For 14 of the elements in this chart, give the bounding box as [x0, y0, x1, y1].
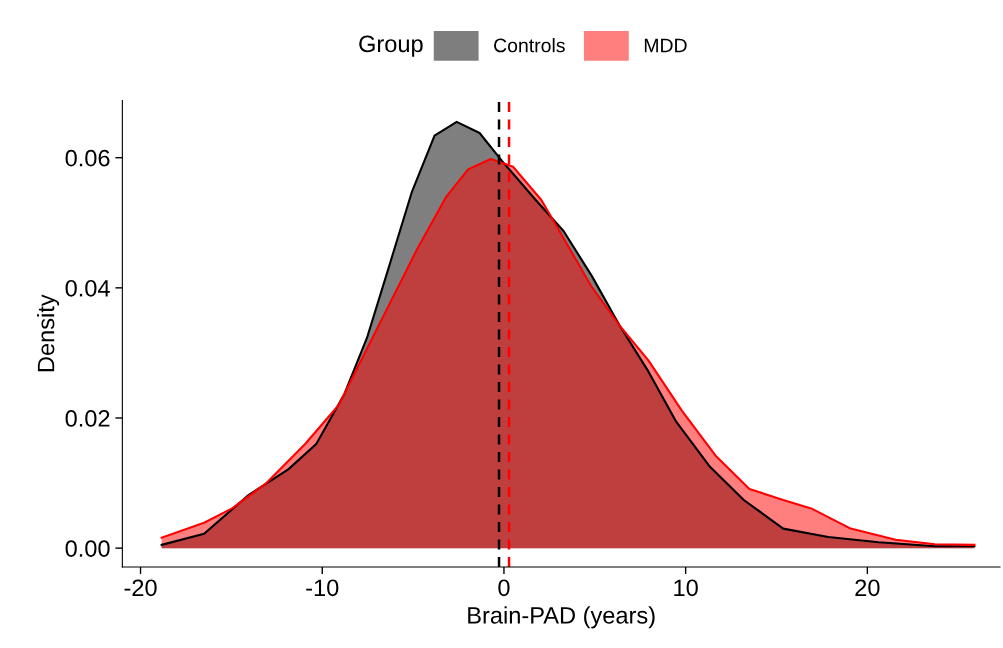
- y-tick-label: 0.06: [65, 149, 110, 167]
- y-tick-label: 0.02: [65, 410, 110, 427]
- y-tick-label: 0.00: [65, 540, 110, 557]
- x-tick-label: 20: [855, 579, 880, 597]
- legend-label: Controls: [494, 38, 565, 53]
- legend-title: Group: [359, 35, 423, 57]
- x-tick-label: 10: [674, 579, 698, 597]
- x-tick-label: -10: [306, 579, 339, 597]
- y-axis-title: Density: [37, 294, 60, 372]
- x-axis-title: Brain-PAD (years): [468, 606, 655, 629]
- y-tick-label: 0.04: [65, 279, 110, 297]
- legend-label: MDD: [644, 38, 687, 53]
- x-tick-label: 0: [498, 579, 510, 597]
- x-tick-label: -20: [124, 579, 157, 597]
